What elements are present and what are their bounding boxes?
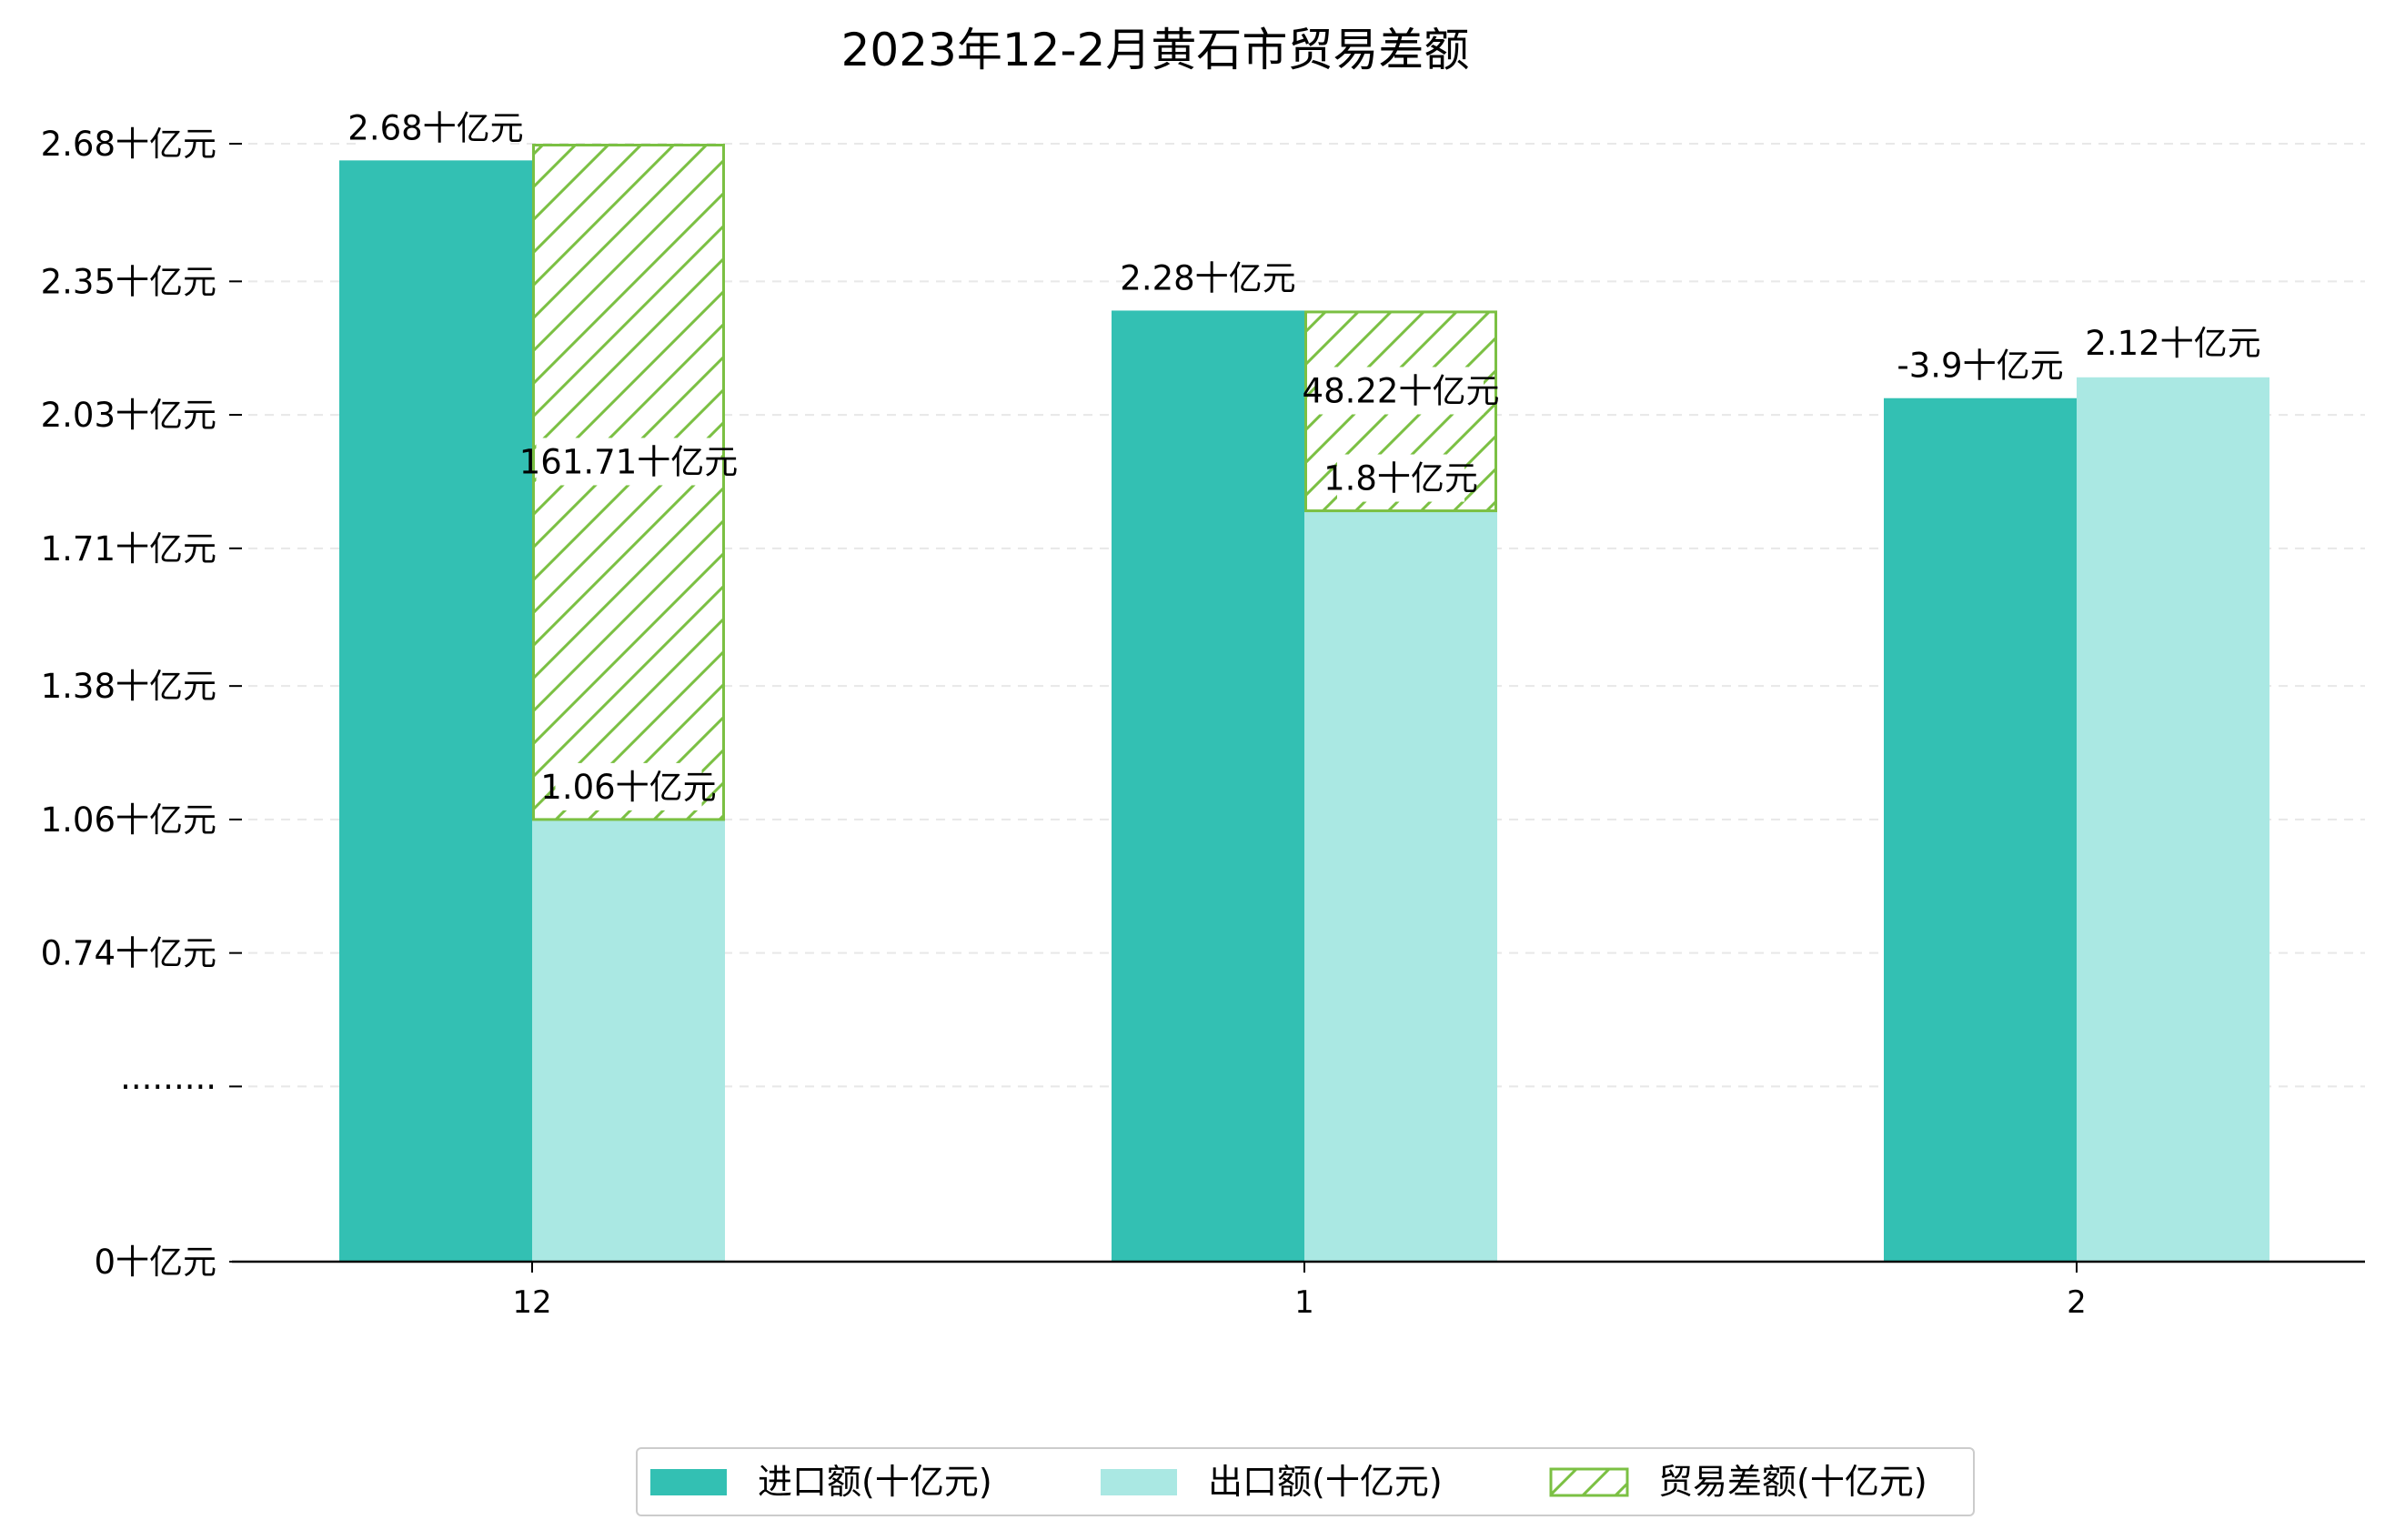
x-tick-label: 1 <box>1294 1284 1314 1321</box>
legend-box <box>636 1447 1975 1516</box>
y-tick-label: 2.35十亿元 <box>41 262 216 301</box>
export-value-label: 1.8十亿元 <box>1323 459 1478 498</box>
legend-swatch <box>650 1469 727 1495</box>
legend-swatch <box>1549 1467 1629 1497</box>
axes: 0十亿元 ········· 0.74十亿元 1.06十亿元 1.38十亿元 1.71十亿… <box>41 125 2365 1321</box>
import-value-label-box <box>362 104 509 152</box>
bars <box>339 144 2269 1263</box>
export-value-label-box <box>2099 318 2247 367</box>
y-tick-label: ········· <box>120 1067 216 1106</box>
y-tick-label: 2.03十亿元 <box>41 396 216 435</box>
legend-label: 出口额(十亿元) <box>1208 1462 1443 1502</box>
x-tick-label: 2 <box>2067 1284 2087 1321</box>
bar-import <box>1112 310 1304 1262</box>
bar-import <box>1884 398 2077 1262</box>
x-tick-label: 12 <box>512 1284 551 1321</box>
trade-balance-value-label: 161.71十亿元 <box>519 442 738 481</box>
y-tick-label: 1.38十亿元 <box>41 667 216 706</box>
data-labels: 2.68十亿元 1.06十亿元 161.71十亿元 2.28十亿元 1.8十亿元 48.2… <box>347 104 2261 810</box>
import-value-label: 2.28十亿元 <box>1120 258 1295 297</box>
trade-balance-value-label-box <box>1318 367 1484 415</box>
bar-export <box>2077 377 2269 1262</box>
y-tick-label: 1.71十亿元 <box>41 529 216 569</box>
import-value-label: -3.9十亿元 <box>1897 347 2063 386</box>
export-value-label-box <box>1337 454 1464 502</box>
legend-label: 贸易差额(十亿元) <box>1658 1462 1927 1502</box>
export-value-label: 1.06十亿元 <box>540 768 716 807</box>
export-value-label: 2.12十亿元 <box>2085 324 2260 363</box>
trade-balance-value-label-box <box>536 438 721 486</box>
import-value-label-box <box>1134 254 1282 302</box>
y-tick-label: 1.06十亿元 <box>41 800 216 840</box>
trade-balance-value-label: 48.22十亿元 <box>1303 371 1500 410</box>
y-tick-label: 0.74十亿元 <box>41 934 216 973</box>
import-value-label: 2.68十亿元 <box>347 108 523 147</box>
chart-title: 2023年12-2月黄石市贸易差额 <box>841 24 1470 76</box>
bar-import <box>339 160 532 1263</box>
bar-export <box>1304 510 1497 1262</box>
y-tick-label: 2.68十亿元 <box>41 125 216 164</box>
legend-swatch <box>1101 1469 1177 1495</box>
import-value-label-box <box>1907 341 2054 389</box>
export-value-label-box <box>555 762 702 810</box>
y-tick-label: 0十亿元 <box>94 1243 216 1282</box>
legend: 进口额(十亿元) 出口额(十亿元) 贸易差额(十亿元) <box>636 1447 1975 1516</box>
bar-export <box>532 819 725 1262</box>
legend-label: 进口额(十亿元) <box>758 1462 992 1502</box>
